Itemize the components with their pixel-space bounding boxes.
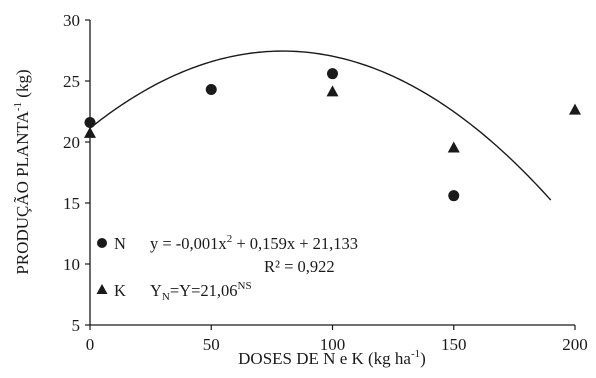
point-n (205, 84, 217, 96)
point-n (448, 190, 460, 202)
point-n (84, 116, 96, 128)
y-tick-label: 10 (63, 255, 80, 274)
point-k (326, 85, 339, 97)
point-k (84, 126, 96, 138)
y-tick-label: 15 (63, 194, 80, 213)
y-axis-title: PRODUÇÃO PLANTA-1 (kg) (12, 69, 32, 274)
legend-equation-n: y = -0,001x2 + 0,159x + 21,133 (150, 233, 358, 253)
fit-curve (89, 50, 552, 201)
point-k (569, 103, 581, 115)
point-n (327, 68, 338, 80)
fit-curve-layer (89, 50, 552, 201)
legend-equation-k: YN=Y=21,06NS (150, 280, 252, 303)
legend: N y = -0,001x2 + 0,159x + 21,133 R² = 0,… (96, 233, 358, 303)
legend-label-n: N (114, 234, 126, 253)
data-points (84, 68, 581, 202)
point-k (447, 141, 460, 153)
y-tick-label: 30 (63, 11, 80, 30)
x-tick-label: 50 (203, 335, 220, 354)
x-tick-label: 150 (441, 335, 467, 354)
legend-label-k: K (114, 281, 126, 300)
y-tick-label: 5 (72, 316, 81, 335)
x-tick-label: 0 (86, 335, 95, 354)
legend-r-squared: R² = 0,922 (264, 257, 335, 276)
legend-marker-k (96, 284, 108, 294)
x-tick-label: 200 (562, 335, 588, 354)
x-axis-title: DOSES DE N e K (kg ha-1) (238, 348, 426, 368)
y-tick-label: 20 (63, 133, 80, 152)
y-tick-label: 25 (63, 72, 80, 91)
x-tick-label: 100 (320, 335, 346, 354)
ticks: 5 10 15 20 25 30 0 50 100 150 200 (63, 11, 588, 354)
legend-marker-n (97, 238, 107, 248)
axes (89, 20, 575, 326)
